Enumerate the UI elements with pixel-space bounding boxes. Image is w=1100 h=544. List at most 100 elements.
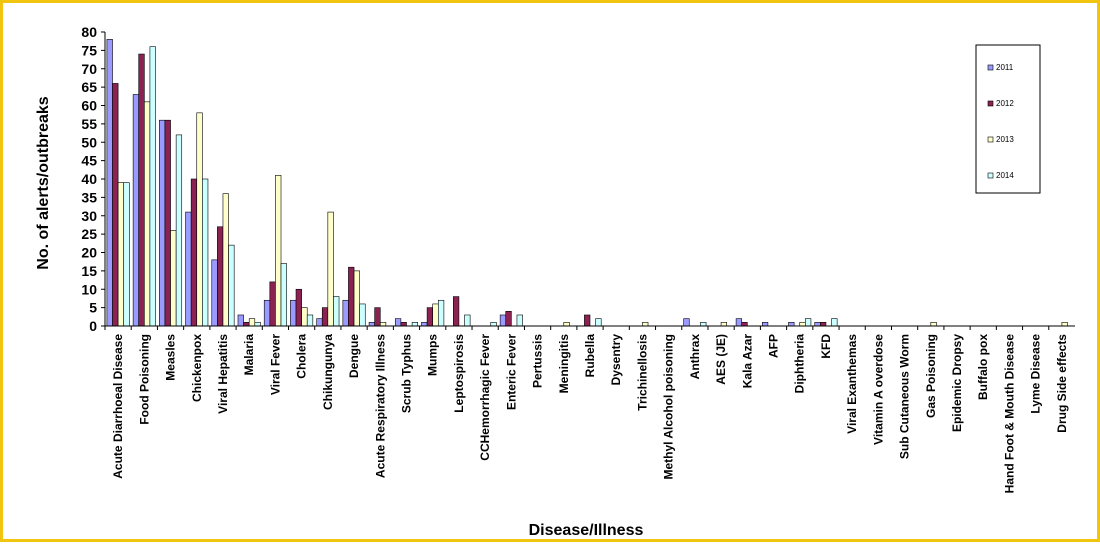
x-category-label: Viral Fever	[268, 334, 282, 395]
x-category-label: Anthrax	[688, 334, 702, 380]
bar-2013	[248, 318, 256, 327]
bar-chart: 0 5 10 15 20 25 30 35 40 45 50 55 60 65 70 75 80 Acute D…	[35, 24, 1075, 539]
bar-2014	[202, 178, 209, 327]
x-category-label: Lyme Disease	[1029, 334, 1043, 414]
bar-2014	[411, 322, 418, 327]
y-axis-ticks: 0 5 10 15 20 25 30 35 40 45 50 55 60 65 70 75 80	[81, 24, 105, 334]
bar-2012	[164, 119, 171, 327]
x-category-label: CCHemorrhagic Fever	[478, 334, 492, 461]
x-category-label: Epidemic Dropsy	[950, 334, 964, 432]
y-tick-label: 60	[81, 98, 97, 114]
bar-2012	[138, 53, 145, 327]
y-tick-label: 10	[81, 281, 97, 297]
bar-2014	[123, 182, 130, 327]
x-category-label: Chikungunya	[321, 334, 335, 410]
bar-2011	[185, 211, 192, 327]
bar-2013	[275, 175, 282, 327]
bar-2011	[237, 314, 244, 327]
legend-label-2013: 2013	[996, 135, 1014, 144]
bar-2014	[254, 322, 261, 327]
bar-2013	[327, 211, 334, 327]
bar-2011	[316, 318, 323, 327]
y-tick-label: 20	[81, 245, 97, 261]
legend-label-2011: 2011	[996, 63, 1014, 72]
legend-swatch-2011	[987, 64, 994, 71]
bar-2013	[930, 322, 937, 327]
bar-2014	[700, 322, 707, 327]
bar-2012	[243, 322, 250, 327]
bar-2012	[190, 178, 198, 327]
bar-2013	[720, 322, 727, 327]
bar-2013	[170, 230, 177, 327]
bar-2013	[799, 322, 806, 327]
bar-2011	[368, 322, 375, 327]
x-category-label: Cholera	[295, 334, 309, 379]
bar-2011	[106, 39, 113, 327]
x-category-label: Acute Diarrhoeal Disease	[111, 334, 125, 479]
x-category-label: Leptospirosis	[452, 334, 466, 413]
x-category-label: Sub Cutaneous Worm	[898, 334, 912, 459]
x-category-label: Drug Side effects	[1055, 334, 1069, 433]
bar-2014	[805, 318, 812, 327]
bar-2012	[112, 83, 119, 327]
bar-2013	[144, 101, 151, 327]
y-tick-label: 75	[81, 42, 97, 58]
bar-2012	[505, 310, 512, 327]
bar-2011	[290, 299, 297, 327]
x-category-label: Methyl Alcohol poisoning	[662, 334, 676, 480]
x-category-label: Meningitis	[557, 334, 571, 394]
x-category-label: Viral Hepatitis	[216, 334, 230, 414]
y-tick-label: 45	[81, 153, 97, 169]
legend-swatch-2012	[987, 100, 994, 107]
x-category-label: AFP	[767, 334, 781, 358]
x-category-label: Buffalo pox	[976, 334, 990, 400]
bar-2014	[175, 134, 183, 327]
bar-2011	[762, 322, 769, 327]
bar-2013	[432, 303, 439, 327]
bar-2011	[263, 299, 271, 327]
bar-2014	[831, 318, 838, 327]
x-category-label: KFD	[819, 334, 833, 359]
y-tick-label: 30	[81, 208, 97, 224]
x-category-label: Kala Azar	[740, 334, 754, 389]
bar-2011	[159, 119, 166, 327]
bar-2012	[426, 307, 434, 327]
bar-2012	[400, 322, 407, 327]
bar-2011	[499, 314, 507, 327]
x-category-label: Food Poisoning	[137, 334, 151, 425]
bar-2012	[374, 307, 381, 327]
x-category-label: Diphtheria	[793, 334, 807, 394]
x-category-label: Acute Respiratory Illness	[373, 334, 387, 478]
bar-2012	[741, 322, 748, 327]
x-category-label: Scrub Typhus	[399, 334, 413, 413]
bar-2014	[437, 299, 445, 327]
x-category-label: Rubella	[583, 334, 597, 378]
bar-2013	[353, 270, 360, 327]
x-category-label: Mumps	[426, 334, 440, 376]
bar-2014	[149, 46, 156, 327]
y-tick-label: 0	[89, 318, 97, 334]
x-category-label: Gas Poisoning	[924, 334, 938, 418]
bar-2014	[516, 314, 523, 327]
legend-label-2012: 2012	[996, 99, 1014, 108]
x-category-label: Hand Foot & Mouth Disease	[1002, 334, 1016, 494]
x-category-label: Dengue	[347, 334, 361, 378]
bar-2011	[342, 299, 349, 327]
bar-2014	[306, 314, 314, 327]
bar-2012	[584, 314, 591, 327]
bars	[106, 39, 1068, 327]
y-axis-title: No. of alerts/outbreaks	[35, 96, 52, 269]
legend-swatch-2013	[987, 136, 994, 143]
legend-label-2014: 2014	[996, 171, 1014, 180]
bar-2011	[683, 318, 690, 327]
bar-2012	[295, 288, 302, 327]
legend-swatch-2014	[987, 172, 994, 179]
bar-2012	[217, 226, 224, 327]
bar-2014	[464, 314, 471, 327]
x-category-label: Measles	[164, 334, 178, 381]
bar-2013	[196, 112, 203, 327]
x-category-label: Trichinellosis	[635, 334, 649, 411]
y-tick-label: 25	[81, 226, 97, 242]
y-tick-label: 70	[81, 61, 97, 77]
bar-2014	[359, 303, 366, 327]
